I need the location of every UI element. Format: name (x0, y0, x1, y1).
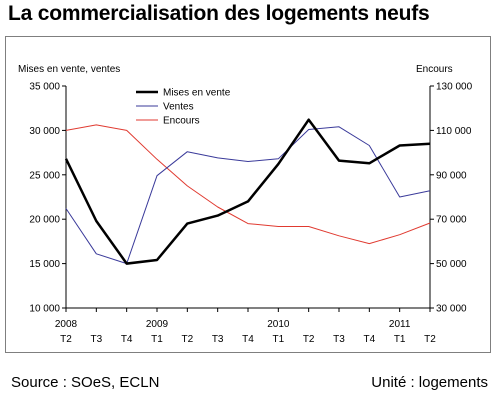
series-line-mises-en-vente (64, 118, 431, 265)
left-tick-label: 10 000 (29, 304, 60, 315)
x-tick-label-quarter: T3 (333, 334, 345, 345)
left-tick-label: 20 000 (29, 215, 60, 226)
legend-label-ventes: Ventes (163, 102, 194, 113)
right-tick-label: 70 000 (436, 215, 467, 226)
x-tick-label-quarter: T2 (424, 334, 436, 345)
left-axis-ticks: 10 000 15 000 20 000 25 000 30 000 35 000 (29, 82, 66, 315)
right-tick-label: 50 000 (436, 259, 467, 270)
right-axis-ticks: 30 000 50 000 70 000 90 000 110 000 130 000 (430, 82, 473, 315)
right-tick-label: 30 000 (436, 304, 467, 315)
x-axis-ticks: T2 T3 T4 T1 T2 T3 T4 T1 T2 T3 T4 T1 T2 2008 2009 2010 20… (55, 308, 436, 345)
x-tick-label-quarter: T2 (60, 334, 72, 345)
x-tick-label-quarter: T2 (303, 334, 315, 345)
right-axis-label: Encours (416, 64, 453, 75)
chart-frame (5, 36, 491, 353)
legend: Mises en vente Ventes Encours (136, 88, 231, 127)
legend-label-mises-en-vente: Mises en vente (163, 88, 231, 99)
left-axis-label: Mises en vente, ventes (18, 64, 120, 75)
left-tick-label: 25 000 (29, 170, 60, 181)
left-tick-label: 30 000 (29, 126, 60, 137)
series-line-ventes (65, 126, 431, 265)
right-tick-label: 110 000 (436, 126, 472, 137)
legend-label-encours: Encours (163, 116, 200, 127)
x-tick-label-quarter: T3 (90, 334, 102, 345)
x-tick-label-year: 2009 (146, 319, 169, 330)
right-tick-label: 90 000 (436, 170, 467, 181)
unit-note: Unité : logements (371, 374, 488, 391)
x-tick-label-year: 2011 (389, 319, 411, 330)
x-tick-label-quarter: T4 (242, 334, 254, 345)
x-tick-label-quarter: T3 (212, 334, 224, 345)
x-tick-label-quarter: T1 (272, 334, 284, 345)
series-lines (64, 118, 431, 265)
left-tick-label: 35 000 (29, 82, 60, 93)
x-tick-label-quarter: T4 (121, 334, 133, 345)
x-tick-label-quarter: T4 (363, 334, 375, 345)
x-tick-label-quarter: T1 (151, 334, 163, 345)
x-tick-label-quarter: T2 (181, 334, 193, 345)
source-note: Source : SOeS, ECLN (11, 374, 160, 391)
axes (65, 86, 431, 309)
x-tick-label-year: 2010 (267, 319, 290, 330)
x-tick-label-quarter: T1 (394, 334, 406, 345)
series-line-encours (65, 124, 431, 245)
x-tick-label-year: 2008 (55, 319, 78, 330)
left-tick-label: 15 000 (29, 259, 60, 270)
right-tick-label: 130 000 (436, 82, 473, 93)
chart-title: La commercialisation des logements neufs (8, 2, 430, 25)
